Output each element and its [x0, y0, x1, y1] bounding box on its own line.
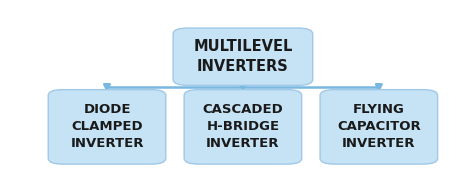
Text: CASCADED
H-BRIDGE
INVERTER: CASCADED H-BRIDGE INVERTER: [202, 103, 283, 150]
FancyBboxPatch shape: [320, 90, 438, 164]
Text: MULTILEVEL
INVERTERS: MULTILEVEL INVERTERS: [193, 39, 292, 74]
Text: DIODE
CLAMPED
INVERTER: DIODE CLAMPED INVERTER: [70, 103, 144, 150]
FancyBboxPatch shape: [48, 90, 166, 164]
FancyBboxPatch shape: [184, 90, 301, 164]
Text: FLYING
CAPACITOR
INVERTER: FLYING CAPACITOR INVERTER: [337, 103, 421, 150]
FancyBboxPatch shape: [173, 28, 313, 85]
